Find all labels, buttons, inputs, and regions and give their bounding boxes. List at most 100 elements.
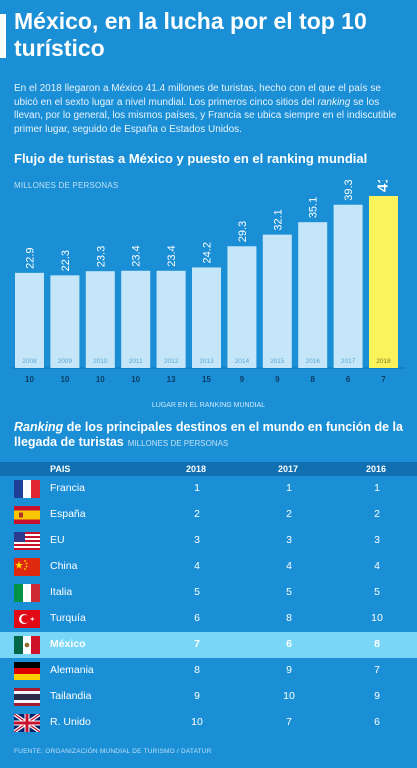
rank-2018: 5 xyxy=(194,586,200,598)
bar-2011 xyxy=(121,270,151,368)
value-label-2017: 39.3 xyxy=(343,180,355,201)
rank-label-2009: 10 xyxy=(60,375,69,384)
rank-2018: 9 xyxy=(194,690,200,702)
country-name: China xyxy=(50,560,78,572)
table-row: Francia 1 1 1 xyxy=(0,476,417,502)
year-label-2009: 2009 xyxy=(58,358,73,365)
country-name: México xyxy=(50,638,86,650)
bar-2015 xyxy=(262,234,292,368)
year-label-2011: 2011 xyxy=(129,358,143,365)
spain-flag-icon xyxy=(14,506,40,524)
flow-chart-title: Flujo de turistas a México y puesto en e… xyxy=(14,151,368,166)
rank-2017: 2 xyxy=(286,508,292,520)
rank-caption: LUGAR EN EL RANKING MUNDIAL xyxy=(151,402,266,409)
intro-text-b: se los llevan, por lo general, los mismo… xyxy=(14,96,397,135)
year-label-2018: 2018 xyxy=(376,358,391,365)
title-accent-bar xyxy=(0,14,6,58)
table-row: España 2 2 2 xyxy=(0,502,417,528)
rank-2017: 3 xyxy=(286,534,292,546)
year-label-2014: 2014 xyxy=(235,358,250,365)
value-label-2009: 22.3 xyxy=(60,250,72,271)
col-header-2017: 2017 xyxy=(278,464,299,474)
thailand-flag-icon xyxy=(14,688,40,706)
ranking-title-italic: Ranking xyxy=(14,420,64,434)
table-row: R. Unido 10 7 6 xyxy=(0,710,417,736)
rank-2016: 3 xyxy=(374,534,380,546)
col-header-2018: 2018 xyxy=(186,464,207,474)
country-name: Francia xyxy=(50,482,86,494)
rank-2017: 10 xyxy=(283,690,295,702)
bar-2012 xyxy=(156,270,186,368)
rank-2018: 3 xyxy=(194,534,200,546)
rank-2018: 1 xyxy=(194,482,200,494)
year-label-2013: 2013 xyxy=(199,358,214,365)
bar-2008 xyxy=(15,272,44,368)
bar-2017 xyxy=(333,204,363,368)
rank-2016: 9 xyxy=(374,690,380,702)
rank-label-2016: 8 xyxy=(310,375,315,384)
bar-2009 xyxy=(50,275,80,368)
rank-2016: 5 xyxy=(374,586,380,598)
source-note: FUENTE: ORGANIZACIÓN MUNDIAL DE TURISMO … xyxy=(14,748,212,755)
table-row: México 7 6 8 xyxy=(0,632,417,658)
bar-2010 xyxy=(85,271,115,368)
flow-chart-subtitle: MILLONES DE PERSONAS xyxy=(14,181,119,190)
rank-2018: 8 xyxy=(194,664,200,676)
rank-2016: 1 xyxy=(374,482,380,494)
table-row: Italia 5 5 5 xyxy=(0,580,417,606)
rank-label-2010: 10 xyxy=(96,375,105,384)
country-name: Italia xyxy=(50,586,73,598)
country-name: Alemania xyxy=(50,664,94,676)
mexico-flag-icon xyxy=(14,636,40,654)
table-row: China 4 4 4 xyxy=(0,554,417,580)
table-row: Tailandia 9 10 9 xyxy=(0,684,417,710)
rank-2017: 9 xyxy=(286,664,292,676)
table-header: PAIS 2018 2017 2016 xyxy=(0,462,417,476)
rank-2017: 4 xyxy=(286,560,292,572)
country-name: R. Unido xyxy=(50,716,91,728)
rank-label-2011: 10 xyxy=(131,375,140,384)
year-label-2012: 2012 xyxy=(164,358,179,365)
year-label-2016: 2016 xyxy=(305,358,320,365)
table-row: EU 3 3 3 xyxy=(0,528,417,554)
value-label-2016: 35.1 xyxy=(308,197,320,218)
table-body: Francia 1 1 1 España 2 2 2 EU 3 3 3 China 4 4 4 Italia 5 5… xyxy=(0,476,417,736)
year-label-2017: 2017 xyxy=(341,358,356,365)
country-name: EU xyxy=(50,534,65,546)
ranking-table: PAIS 2018 2017 2016 Francia 1 1 1 España 2 2 2 E… xyxy=(0,462,417,736)
rank-2017: 1 xyxy=(286,482,292,494)
uk-flag-icon xyxy=(14,714,40,732)
page-title: México, en la lucha por el top 10 turíst… xyxy=(14,8,367,61)
rank-2017: 7 xyxy=(286,716,292,728)
rank-label-2014: 9 xyxy=(240,375,245,384)
rank-2016: 6 xyxy=(374,716,380,728)
rank-2016: 7 xyxy=(374,664,380,676)
country-name: España xyxy=(50,508,86,520)
china-flag-icon xyxy=(14,558,40,576)
rank-label-2018: 7 xyxy=(381,375,386,384)
intro-text-a: En el 2018 llegaron a México 41.4 millon… xyxy=(14,83,381,108)
usa-flag-icon xyxy=(14,532,40,550)
rank-2016: 2 xyxy=(374,508,380,520)
rank-2018: 6 xyxy=(194,612,200,624)
tourist-flow-bar-chart: 22.9 2008 10 22.3 2009 10 23.3 2010 10 23.4 2011 10… xyxy=(12,180,405,384)
rank-2016: 8 xyxy=(374,638,380,650)
value-label-2010: 23.3 xyxy=(95,246,107,267)
value-label-2015: 32.1 xyxy=(272,209,284,230)
value-label-2008: 22.9 xyxy=(25,247,37,268)
col-header-2016: 2016 xyxy=(366,464,387,474)
turkey-flag-icon xyxy=(14,610,40,628)
value-label-2014: 29.3 xyxy=(237,221,249,242)
bar-2013 xyxy=(192,267,221,368)
year-label-2008: 2008 xyxy=(22,358,37,365)
value-label-2018: 41.4 xyxy=(375,180,392,192)
value-label-2013: 24.2 xyxy=(202,242,214,263)
bar-2018 xyxy=(369,196,398,368)
year-label-2015: 2015 xyxy=(270,358,285,365)
bar-2014 xyxy=(227,246,257,368)
intro-paragraph: En el 2018 llegaron a México 41.4 millon… xyxy=(14,82,406,136)
germany-flag-icon xyxy=(14,662,40,680)
col-header-country: PAIS xyxy=(50,464,71,474)
ranking-unit: MILLONES DE PERSONAS xyxy=(127,439,229,448)
rank-2018: 4 xyxy=(194,560,200,572)
